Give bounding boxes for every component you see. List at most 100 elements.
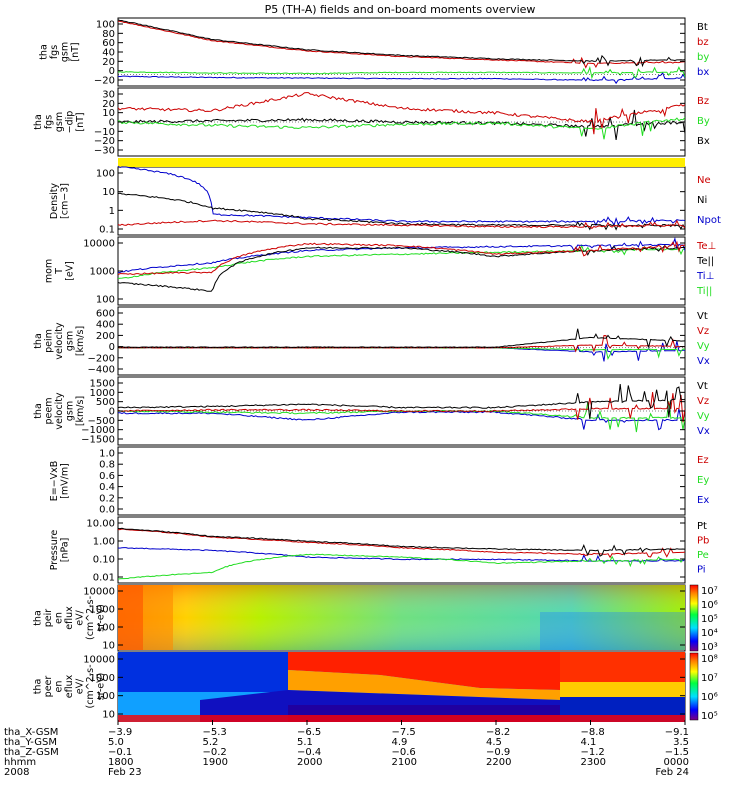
- legend-Pt: Pt: [697, 521, 707, 532]
- bottom-axis-value: 2000: [297, 757, 322, 768]
- series-tha-Bt: [118, 19, 685, 68]
- bottom-axis-value: Feb 23: [108, 767, 142, 778]
- legend-Ne: Ne: [697, 175, 711, 186]
- ylabel-line: tha: [33, 403, 44, 419]
- legend-by: by: [697, 52, 709, 63]
- bottom-row-label: tha_Y-GSM: [4, 737, 57, 748]
- series-tha-Vt: [118, 328, 685, 348]
- bottom-axis-value: 4.5: [486, 737, 502, 748]
- series-pressure-Pt: [118, 527, 685, 557]
- ytick-label: 0: [109, 407, 115, 418]
- colorbar-label: 10⁶: [701, 600, 718, 611]
- ytick-label: 0.2: [99, 493, 115, 504]
- ylabel-line: gsm: [59, 42, 70, 62]
- bottom-axis-value: −5.3: [203, 727, 227, 738]
- ytick-label: 1.0: [99, 449, 115, 460]
- ylabel-line: tha: [33, 333, 44, 349]
- legend-By: By: [697, 116, 710, 127]
- ytick-label: 10000: [83, 587, 115, 598]
- ytick-label: 1000: [90, 673, 115, 684]
- bottom-axis-value: −8.2: [486, 727, 510, 738]
- legend-Ti⊥: Ti⊥: [696, 271, 714, 282]
- legend-Ey: Ey: [697, 475, 709, 486]
- series-tha-Vz: [118, 391, 685, 423]
- series-mom-Te⊥: [118, 240, 685, 276]
- ytick-label: 500: [96, 397, 115, 408]
- ytick-label: 0: [109, 342, 115, 353]
- bottom-axis-value: −9.1: [665, 727, 689, 738]
- bottom-axis-value: 3.5: [673, 737, 689, 748]
- colorbar-label: 10⁷: [701, 673, 718, 684]
- ytick-label: 10: [102, 108, 115, 119]
- legend-Pe: Pe: [697, 550, 709, 561]
- bottom-axis-value: −0.2: [203, 747, 227, 758]
- legend-Vt: Vt: [697, 381, 708, 392]
- bottom-axis-value: Feb 24: [655, 767, 689, 778]
- legend-Npot: Npot: [697, 215, 721, 226]
- series-density-Ni: [118, 192, 685, 231]
- ytick-label: 10: [102, 710, 115, 721]
- bottom-axis-value: −6.5: [297, 727, 321, 738]
- series-tha-Vx: [118, 408, 685, 431]
- ylabel-line: eV/: [75, 678, 86, 694]
- ytick-label: 0: [109, 66, 115, 77]
- series-mom-Ti⊥: [118, 236, 685, 274]
- yellow-status-bar: [118, 158, 685, 167]
- panel-frame-fgs: [117, 17, 686, 87]
- plot-title: P5 (TH-A) fields and on-board moments ov…: [265, 3, 536, 16]
- ytick-label: −30: [94, 146, 115, 157]
- ytick-label: 100: [96, 20, 115, 31]
- ylabel-line: Density: [49, 183, 60, 219]
- legend-Te⊥: Te⊥: [696, 241, 716, 252]
- ytick-label: 0.10: [93, 555, 115, 566]
- data-series: [118, 19, 685, 580]
- series-tha-Vy: [118, 346, 685, 361]
- series-tha-Bx: [118, 109, 685, 140]
- ylabel-line: [eV]: [65, 261, 76, 281]
- ytick-label: 10.00: [86, 519, 115, 530]
- ytick-label: 20: [102, 57, 115, 68]
- ylabel-line: (cm^2-s-: [85, 596, 96, 640]
- ytick-label: 0.6: [99, 471, 115, 482]
- colorbar-label: 10⁸: [701, 654, 718, 665]
- ytick-label: 1: [109, 206, 115, 217]
- ytick-label: 1500: [90, 379, 115, 390]
- ytick-label: −200: [88, 353, 115, 364]
- colorbar-label: 10⁴: [701, 628, 718, 639]
- ytick-label: 10000: [83, 239, 115, 250]
- ytick-label: 80: [102, 29, 115, 40]
- ytick-label: 0.1: [99, 225, 115, 236]
- ylabel-line: [mV/m]: [59, 463, 70, 499]
- ylabel-line: sr-eV): [96, 604, 107, 632]
- ytick-label: 0.8: [99, 460, 115, 471]
- ytick-label: 200: [96, 331, 115, 342]
- ytick-label: −500: [88, 416, 115, 427]
- legend-Vy: Vy: [697, 411, 710, 422]
- ylabel-line: peer: [43, 676, 54, 698]
- bottom-row-label: tha_Z-GSM: [4, 747, 59, 758]
- bottom-axis-value: 1800: [108, 757, 133, 768]
- ylabel-line: fgs: [49, 45, 60, 59]
- legend-Te||: Te||: [696, 256, 714, 267]
- ytick-label: 400: [96, 320, 115, 331]
- series-tha-By: [118, 117, 685, 140]
- ytick-label: −1500: [81, 435, 115, 446]
- ylabel-line: en: [54, 612, 65, 624]
- ytick-label: 1.00: [93, 537, 115, 548]
- bottom-axis-value: −8.8: [581, 727, 605, 738]
- bottom-axis-value: −7.5: [392, 727, 416, 738]
- ylabel-line: [km/s]: [75, 396, 86, 426]
- legend-Ni: Ni: [697, 195, 707, 206]
- ytick-label: 100: [96, 169, 115, 180]
- legend-Vy: Vy: [697, 341, 710, 352]
- legend-Pb: Pb: [697, 536, 709, 547]
- ytick-label: 0.4: [99, 482, 115, 493]
- legend-Vz: Vz: [697, 326, 709, 337]
- legends: Bt bz by bx Bz By Bx Ne Ni Npot Te⊥ Te|| Ti⊥ Ti|| Vt Vz…: [696, 22, 721, 576]
- ytick-label: 10: [102, 187, 115, 198]
- ylabel-line: −dip: [65, 111, 76, 134]
- series-tha-Vy: [118, 400, 685, 433]
- ytick-label: 0.0: [99, 505, 115, 516]
